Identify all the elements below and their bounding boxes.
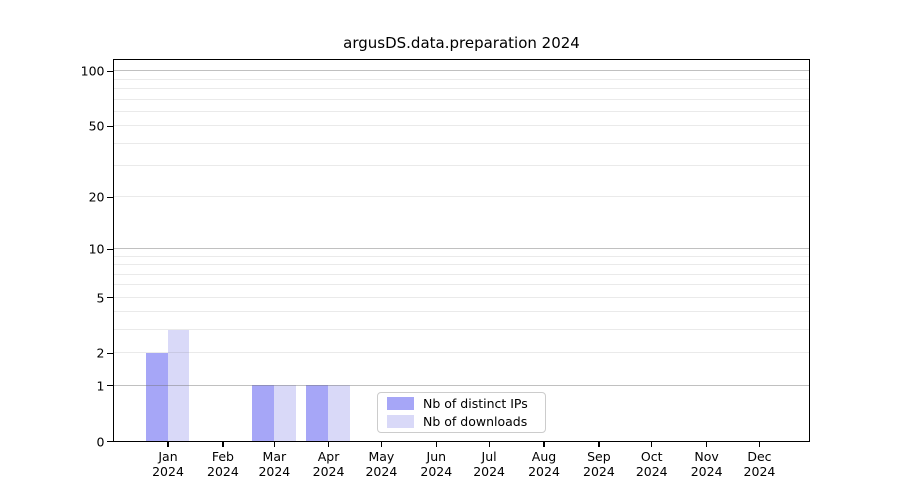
gridline-minor (114, 296, 809, 298)
x-axis-tick-label: May 2024 (365, 449, 397, 479)
bar-downloads (328, 385, 350, 441)
gridline-minor (114, 352, 809, 354)
y-axis-tick-label: 0 (96, 434, 105, 449)
y-tick-mark (107, 196, 113, 198)
x-tick-mark (327, 442, 330, 447)
x-tick-year: 2024 (258, 464, 291, 479)
x-tick-month: Jun (426, 449, 447, 464)
gridline-minor (114, 142, 809, 144)
gridline-minor (114, 165, 809, 167)
y-tick-mark (107, 70, 113, 72)
x-tick-mark (758, 442, 761, 447)
legend: Nb of distinct IPs Nb of downloads (377, 392, 546, 433)
x-tick-mark (543, 442, 545, 447)
x-axis-tick-label: Jun 2024 (420, 449, 452, 479)
gridline-minor (114, 125, 809, 127)
x-tick-month: Mar (262, 449, 287, 464)
x-tick-year: 2024 (207, 464, 239, 479)
x-axis-tick-label: Mar 2024 (258, 449, 290, 479)
x-tick-month: May (368, 449, 395, 464)
gridline-minor (114, 329, 809, 331)
gridline-minor (114, 88, 809, 90)
gridline-major (114, 70, 809, 72)
x-tick-month: Nov (694, 449, 719, 464)
x-tick-mark (488, 442, 490, 447)
legend-item: Nb of downloads (387, 413, 536, 429)
gridline-minor (114, 264, 809, 266)
x-tick-month: Oct (640, 449, 663, 464)
x-tick-year: 2024 (312, 464, 345, 479)
x-tick-month: Apr (317, 449, 340, 464)
y-tick-mark (107, 125, 113, 127)
x-tick-year: 2024 (690, 464, 723, 479)
bar-downloads (167, 329, 190, 441)
legend-swatch-distinct-ips (387, 397, 414, 410)
y-axis-tick-label: 1 (96, 378, 105, 394)
x-tick-year: 2024 (365, 464, 398, 479)
y-axis-tick-label: 50 (88, 118, 105, 134)
x-tick-month: Aug (531, 449, 557, 464)
x-tick-month: Dec (747, 449, 772, 464)
x-tick-year: 2024 (635, 464, 668, 479)
gridline-minor (114, 273, 809, 275)
gridline-major (114, 384, 809, 386)
x-tick-mark (435, 442, 437, 447)
legend-item: Nb of distinct IPs (387, 395, 536, 411)
bar-downloads (273, 385, 296, 441)
x-tick-year: 2024 (528, 464, 560, 479)
x-tick-mark (651, 442, 653, 447)
y-tick-mark (107, 385, 113, 387)
x-tick-mark (222, 442, 224, 447)
x-axis-tick-label: Dec 2024 (744, 449, 776, 479)
gridline-minor (114, 311, 809, 313)
x-axis-tick-label: Oct 2024 (636, 449, 668, 479)
y-axis-tick-label: 20 (88, 189, 105, 205)
x-tick-year: 2024 (583, 464, 615, 479)
x-tick-mark (380, 442, 382, 447)
legend-swatch-downloads (387, 415, 414, 428)
bar-distinct-ips (306, 385, 329, 441)
x-tick-mark (598, 442, 600, 447)
y-tick-mark (107, 297, 113, 299)
x-tick-year: 2024 (743, 464, 776, 479)
x-tick-year: 2024 (473, 464, 505, 479)
x-tick-month: Feb (211, 449, 234, 464)
legend-label: Nb of distinct IPs (423, 395, 528, 411)
y-axis-tick-label: 100 (80, 63, 105, 79)
x-axis-tick-label: Sep 2024 (583, 449, 615, 479)
legend-label: Nb of downloads (423, 413, 528, 429)
x-axis-tick-label: Nov 2024 (691, 449, 723, 479)
chart-title: argusDS.data.preparation 2024 (343, 34, 580, 52)
x-axis-tick-label: Feb 2024 (207, 449, 239, 479)
y-tick-mark (107, 440, 113, 443)
gridline-minor (114, 78, 809, 80)
gridline-minor (114, 255, 809, 257)
y-axis-tick-label: 10 (88, 241, 105, 257)
y-axis-tick-label: 5 (96, 290, 105, 306)
x-tick-year: 2024 (420, 464, 453, 479)
plot-area: Nb of distinct IPs Nb of downloads (113, 59, 810, 442)
x-tick-mark (167, 442, 169, 447)
gridline-minor (114, 110, 809, 112)
x-tick-month: Jul (481, 449, 497, 464)
bar-distinct-ips (145, 352, 168, 441)
gridline-minor (114, 196, 809, 198)
x-axis-tick-label: Apr 2024 (313, 449, 345, 479)
y-axis-tick-label: 2 (96, 345, 105, 361)
x-axis-tick-label: Aug 2024 (528, 449, 560, 479)
x-axis-tick-label: Jan 2024 (152, 449, 184, 479)
x-tick-year: 2024 (152, 464, 184, 479)
x-tick-month: Jan (158, 449, 178, 464)
gridline-minor (114, 284, 809, 286)
y-tick-mark (107, 352, 113, 354)
bar-distinct-ips (251, 385, 274, 441)
x-tick-mark (706, 442, 708, 447)
y-tick-mark (107, 248, 113, 250)
x-tick-month: Sep (587, 449, 611, 464)
x-axis-tick-label: Jul 2024 (473, 449, 505, 479)
gridline-minor (114, 98, 809, 100)
gridline-major (114, 248, 809, 250)
x-tick-mark (273, 442, 275, 447)
